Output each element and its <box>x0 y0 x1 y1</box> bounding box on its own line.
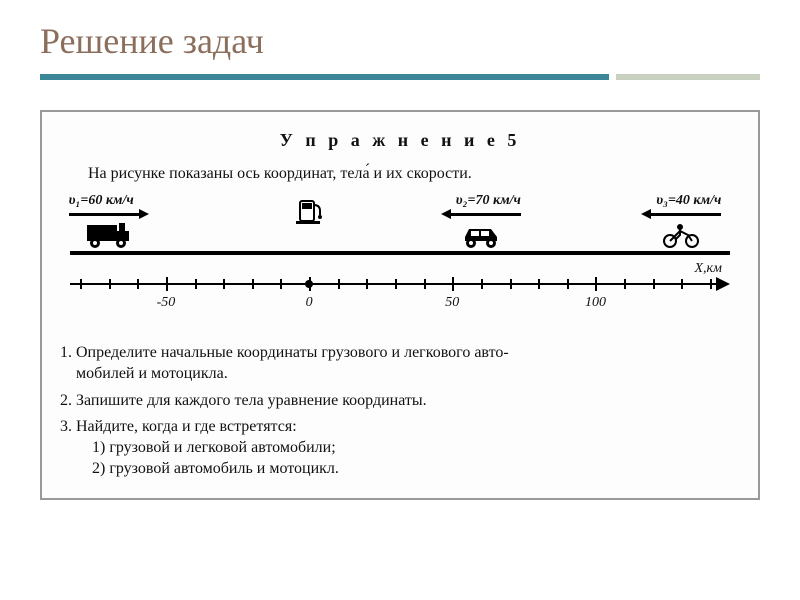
task-2: 2. Запишите для каждого тела уравнение к… <box>60 391 740 412</box>
axis-tick-minor <box>567 279 569 289</box>
exercise-heading: У п р а ж н е н и е 5 <box>60 130 740 151</box>
vehicles-row: υ₁=60 км/ч υ₂=70 км/ч υ₃=40 км/ч <box>70 193 730 253</box>
arrow-left-icon <box>441 209 521 219</box>
axis-tick-minor <box>395 279 397 289</box>
axis-tick-major <box>452 277 454 291</box>
task-3: 3. Найдите, когда и где встретятся: <box>60 417 740 438</box>
axis-caption: X,км <box>694 261 722 277</box>
axis-tick-minor <box>481 279 483 289</box>
velocity-label: υ₂=70 км/ч <box>456 193 521 209</box>
axis-tick-label: -50 <box>157 295 176 311</box>
decorative-bar <box>40 74 760 80</box>
axis-tick-label: 50 <box>445 295 459 311</box>
exercise-box: У п р а ж н е н и е 5 На рисунке показан… <box>40 110 760 500</box>
arrow-right-icon <box>69 209 149 219</box>
task-3-sub1: 1) грузовой и легковой автомобили; <box>60 438 740 459</box>
bar-segment-teal <box>40 74 609 80</box>
bar-segment-gap <box>609 74 616 80</box>
x-axis: X,км -50050100 <box>70 271 730 331</box>
axis-tick-minor <box>195 279 197 289</box>
task-list: 1. Определите начальные координаты грузо… <box>60 343 740 480</box>
axis-tick-minor <box>252 279 254 289</box>
axis-tick-minor <box>280 279 282 289</box>
exercise-intro: На рисунке показаны ось координат, тела́… <box>60 165 740 183</box>
axis-tick-label: 0 <box>306 295 313 311</box>
axis-arrowhead-icon <box>716 277 730 291</box>
axis-origin-icon <box>305 280 313 288</box>
page-title: Решение задач <box>40 20 760 62</box>
arrow-left-icon <box>641 209 721 219</box>
task-1-line2: мобилей и мотоцикла. <box>60 364 740 385</box>
axis-tick-minor <box>681 279 683 289</box>
axis-tick-minor <box>338 279 340 289</box>
vehicles-diagram: υ₁=60 км/ч υ₂=70 км/ч υ₃=40 км/ч X,км -50 0… <box>70 193 730 333</box>
axis-tick-minor <box>538 279 540 289</box>
axis-tick-minor <box>137 279 139 289</box>
car-icon: υ₂=70 км/ч <box>441 193 521 249</box>
axis-tick-minor <box>109 279 111 289</box>
velocity-label: υ₃=40 км/ч <box>656 193 721 209</box>
axis-tick-major <box>595 277 597 291</box>
velocity-label: υ₁=60 км/ч <box>69 193 134 209</box>
motorcycle-icon: υ₃=40 км/ч <box>641 193 721 249</box>
axis-tick-major <box>166 277 168 291</box>
axis-tick-minor <box>710 279 712 289</box>
truck-icon: υ₁=60 км/ч <box>69 193 149 249</box>
axis-tick-minor <box>80 279 82 289</box>
axis-tick-minor <box>624 279 626 289</box>
fuel_pump-icon <box>294 193 324 225</box>
axis-tick-label: 100 <box>585 295 606 311</box>
task-1-line1: 1. Определите начальные координаты грузо… <box>60 343 740 364</box>
task-3-sub2: 2) грузовой автомобиль и мотоцикл. <box>60 459 740 480</box>
bar-segment-beige <box>616 74 760 80</box>
axis-tick-minor <box>424 279 426 289</box>
axis-tick-minor <box>223 279 225 289</box>
ground-line <box>70 251 730 255</box>
axis-tick-minor <box>366 279 368 289</box>
axis-tick-minor <box>653 279 655 289</box>
axis-tick-minor <box>510 279 512 289</box>
